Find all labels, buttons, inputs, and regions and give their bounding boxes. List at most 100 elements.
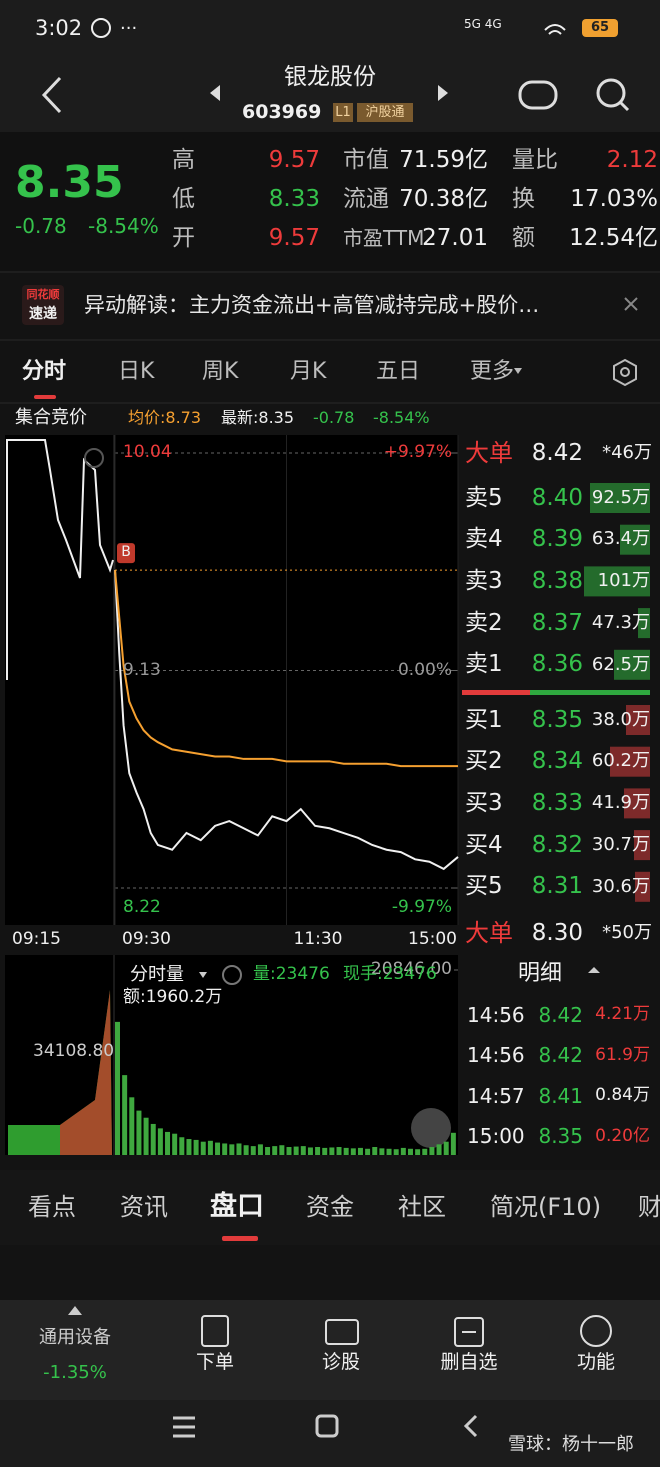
robot-button[interactable] [518, 80, 558, 110]
ask-volume-bar [620, 524, 650, 555]
toolbar-action[interactable]: 诊股 [321, 1351, 361, 1374]
chart-tab[interactable]: 分时 [22, 359, 67, 385]
chart-tab[interactable]: 五日 [376, 359, 421, 385]
volume-bar [415, 1149, 421, 1155]
nav-bg [0, 1400, 660, 1467]
bid-price: 8.33 [531, 790, 583, 817]
trade-volume: 0.20亿 [595, 1125, 650, 1146]
order-price: 8.30 [531, 919, 583, 946]
chart-tab[interactable]: 日K [118, 359, 155, 385]
volume-bar [407, 1148, 413, 1155]
info-change-pct: -8.54% [373, 408, 430, 427]
search-button[interactable] [596, 78, 626, 108]
ask-volume-bar [614, 649, 650, 680]
volume-bar [272, 1146, 278, 1155]
volume-bar [400, 1147, 406, 1155]
volume-bar [172, 1133, 178, 1155]
ratio-bar-buy [462, 690, 530, 695]
x-tick-label: 09:30 [122, 929, 171, 950]
avg-price-line [114, 570, 458, 768]
tag: L1 [335, 104, 351, 120]
volume-bar [365, 1148, 371, 1155]
section-tab[interactable]: 资讯 [120, 1193, 168, 1221]
section-tab[interactable]: 看点 [28, 1193, 76, 1221]
dropdown-arrow [199, 972, 207, 978]
ask-price: 8.36 [531, 651, 583, 678]
back-button[interactable] [41, 76, 62, 114]
bid-volume: 41.9万 [591, 792, 650, 814]
stat-label: 换 [512, 185, 535, 212]
tabs-bg [0, 1170, 660, 1245]
help-icon[interactable] [84, 448, 104, 468]
volume-bar [350, 1148, 356, 1155]
section-tab[interactable]: 资金 [306, 1193, 354, 1221]
stat-value: 17.03% [570, 185, 658, 212]
volume-bar [165, 1131, 171, 1155]
bid-volume-bar [624, 788, 650, 819]
volume-bar [143, 1117, 149, 1155]
nav-back[interactable] [463, 1414, 478, 1438]
volume-info: 量:23476 [253, 964, 330, 985]
sector-name[interactable]: 通用设备 [39, 1326, 111, 1348]
expand-button[interactable] [411, 1108, 451, 1148]
ask-label: 卖5 [465, 484, 503, 511]
bid-volume-bar [635, 871, 650, 902]
ask-volume: 63.4万 [591, 528, 650, 550]
auction-time-label: 09:15 [12, 929, 61, 950]
ask-volume-bar [638, 608, 650, 639]
toolbar-action[interactable]: 删自选 [440, 1351, 498, 1374]
bid-volume-bar [634, 830, 650, 861]
remove-icon [454, 1317, 484, 1347]
section-tab[interactable]: 社区 [398, 1193, 446, 1221]
ask-volume: 47.3万 [591, 611, 650, 633]
stat-value: 9.57 [268, 224, 320, 251]
toolbar-action[interactable]: 下单 [195, 1351, 235, 1374]
close-news[interactable] [624, 297, 638, 311]
auction-volume-tick: 34108.80 [33, 1041, 115, 1062]
news-tag: 速递 [29, 306, 57, 323]
prev-stock[interactable] [210, 85, 220, 101]
stat-label: 市盈TTM [343, 225, 425, 250]
help-icon[interactable] [222, 965, 242, 985]
stock-name: 银龙股份 [284, 63, 376, 90]
chart-tab[interactable]: 月K [290, 359, 327, 385]
nav-menu[interactable] [173, 1416, 195, 1438]
bid-volume: 38.0万 [591, 708, 650, 730]
volume-bar [450, 1132, 456, 1155]
section-tab[interactable]: 财 [638, 1193, 660, 1221]
bid-volume: 60.2万 [591, 750, 650, 772]
volume-bar [229, 1144, 235, 1155]
stat-value: 27.01 [422, 224, 488, 251]
y2-tick-label: +9.97% [383, 442, 452, 463]
y-tick-label: 8.22 [123, 897, 161, 918]
tag-bg [333, 103, 353, 122]
next-stock[interactable] [438, 85, 448, 101]
settings-button[interactable] [613, 358, 637, 387]
volume-bar [157, 1128, 163, 1155]
chart-tab[interactable]: 周K [202, 359, 239, 385]
stat-label: 额 [512, 224, 535, 251]
last-price: 8.35 [15, 156, 124, 208]
toolbar-bg [0, 1300, 660, 1400]
volume-bar [222, 1143, 228, 1155]
trades-title[interactable]: 明细 [518, 961, 563, 987]
bid-label: 买4 [465, 831, 503, 858]
section-tab[interactable]: 盘口 [210, 1191, 264, 1223]
section-tab[interactable]: 简况(F10) [490, 1193, 602, 1221]
tag-bg [357, 103, 413, 122]
y2-tick-label: 0.00% [397, 659, 452, 680]
volume-bar [322, 1147, 328, 1155]
order-volume: *50万 [602, 921, 652, 943]
news-text[interactable]: 异动解读：主力资金流出+高管减持完成+股价… [84, 292, 540, 317]
stock-code: 603969 [242, 101, 322, 124]
auction-volume [60, 990, 112, 1155]
volume-bar [307, 1147, 313, 1155]
ratio-bar-sell [530, 690, 650, 695]
search-handle [618, 100, 630, 112]
toolbar-action[interactable]: 功能 [576, 1351, 616, 1374]
auction-label: 集合竞价 [15, 406, 87, 428]
battery-level: 65 [590, 19, 610, 35]
nav-home[interactable] [315, 1414, 339, 1438]
chart-tab[interactable]: 更多 [470, 359, 515, 385]
order-label: 大单 [465, 919, 513, 947]
